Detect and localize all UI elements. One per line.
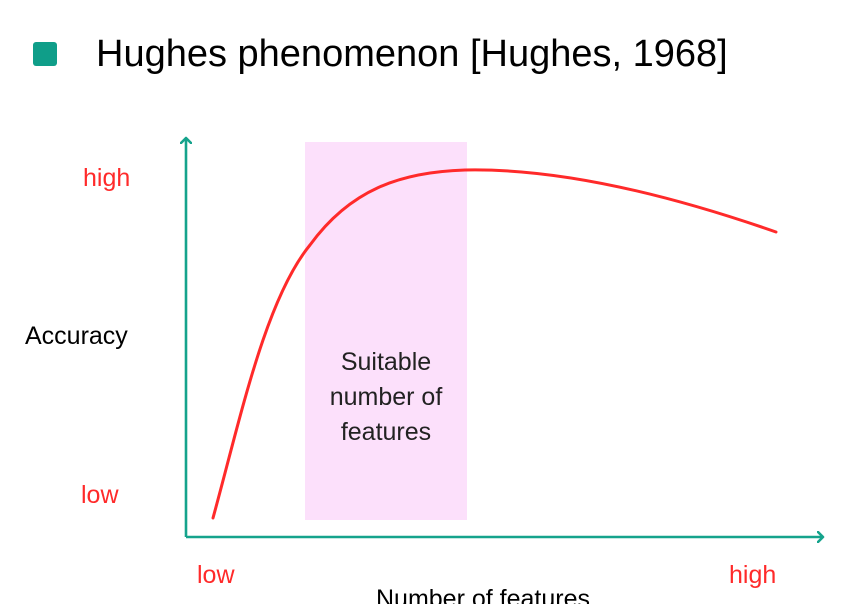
y-high-label: high	[83, 164, 130, 192]
region-label-line-3: features	[341, 418, 431, 446]
bullet-icon	[33, 42, 57, 66]
x-axis-label: Number of features	[376, 585, 590, 604]
x-low-label: low	[197, 561, 235, 589]
slide-title: Hughes phenomenon [Hughes, 1968]	[96, 33, 728, 75]
y-low-label: low	[81, 481, 119, 509]
accuracy-curve	[211, 168, 778, 520]
suitable-region	[305, 142, 467, 520]
x-high-label: high	[729, 561, 776, 589]
region-label-line-1: Suitable	[341, 348, 431, 376]
y-axis-label: Accuracy	[25, 322, 128, 350]
region-label-line-2: number of	[330, 383, 443, 411]
